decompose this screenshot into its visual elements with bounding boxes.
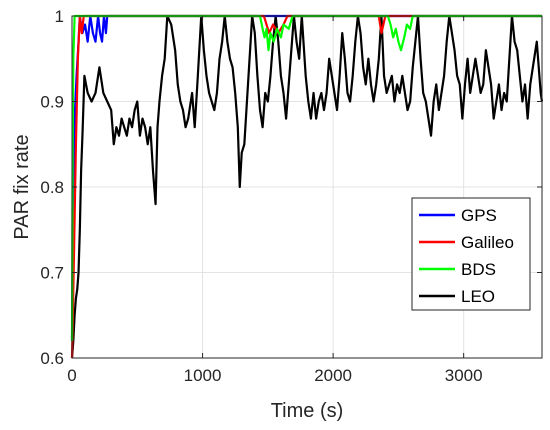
series-line-leo (70, 14, 544, 359)
legend-entry-leo: LEO (419, 287, 495, 306)
y-tick-label: 0.8 (40, 178, 64, 197)
legend-entry-gps: GPS (419, 206, 497, 225)
ticks (71, 15, 542, 359)
legend-label-leo: LEO (461, 287, 495, 306)
legend-entry-galileo: Galileo (419, 233, 514, 252)
y-tick-label: 0.6 (40, 349, 64, 368)
tick-labels: 0 1000 2000 3000 0.6 0.7 0.8 0.9 1 (40, 7, 482, 385)
y-tick-label: 0.9 (40, 93, 64, 112)
x-tick-label: 2000 (314, 366, 352, 385)
series-line-galileo (70, 14, 542, 359)
y-tick-label: 0.7 (40, 264, 64, 283)
legend: GPS Galileo BDS LEO (411, 197, 531, 311)
x-tick-label: 3000 (445, 366, 483, 385)
y-tick-label: 1 (55, 7, 64, 26)
y-axis-title: PAR fix rate (11, 134, 33, 239)
legend-label-galileo: Galileo (461, 233, 514, 252)
legend-box (411, 197, 531, 311)
legend-label-bds: BDS (461, 260, 496, 279)
legend-label-gps: GPS (461, 206, 497, 225)
x-tick-label: 0 (67, 366, 76, 385)
series-line-bds (70, 14, 542, 341)
legend-entry-bds: BDS (419, 260, 496, 279)
x-tick-label: 1000 (184, 366, 222, 385)
x-axis-title: Time (s) (271, 400, 344, 422)
